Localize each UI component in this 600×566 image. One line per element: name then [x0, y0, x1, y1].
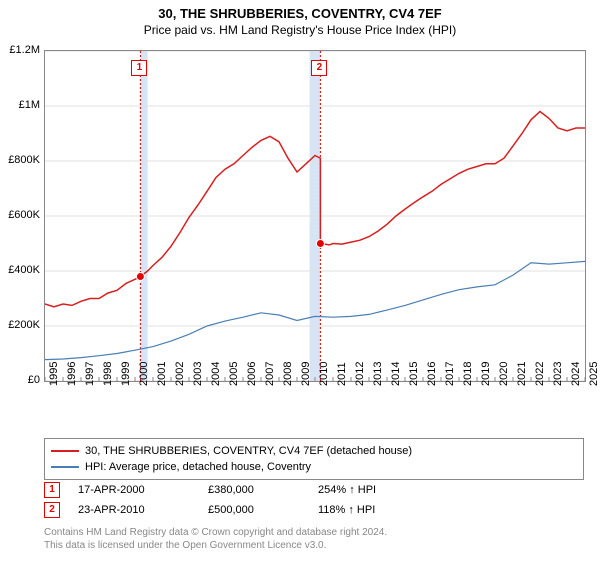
y-tick-label: £0 — [28, 374, 40, 386]
event-price: £380,000 — [208, 484, 318, 496]
x-tick-label: 2023 — [552, 362, 564, 386]
event-marker: 1 — [131, 60, 147, 76]
x-tick-label: 1998 — [102, 362, 114, 386]
x-tick-label: 2025 — [588, 362, 600, 386]
x-tick-label: 2012 — [354, 362, 366, 386]
x-tick-label: 2003 — [192, 362, 204, 386]
x-tick-label: 2014 — [390, 362, 402, 386]
x-tick-label: 2016 — [426, 362, 438, 386]
y-tick-label: £1.2M — [9, 44, 40, 56]
x-tick-label: 2006 — [246, 362, 258, 386]
plot-svg — [45, 51, 585, 381]
x-tick-label: 2001 — [156, 362, 168, 386]
event-date: 23-APR-2010 — [78, 504, 208, 516]
legend: 30, THE SHRUBBERIES, COVENTRY, CV4 7EF (… — [44, 438, 584, 480]
y-tick-label: £1M — [19, 99, 40, 111]
legend-item: HPI: Average price, detached house, Cove… — [51, 459, 577, 475]
x-tick-label: 1999 — [120, 362, 132, 386]
x-tick-label: 2019 — [480, 362, 492, 386]
x-tick-label: 1995 — [48, 362, 60, 386]
event-row: 1 17-APR-2000£380,000254% ↑ HPI — [44, 480, 584, 500]
x-tick-label: 2004 — [210, 362, 222, 386]
legend-item: 30, THE SHRUBBERIES, COVENTRY, CV4 7EF (… — [51, 443, 577, 459]
event-row: 2 23-APR-2010£500,000118% ↑ HPI — [44, 500, 584, 520]
x-tick-label: 2008 — [282, 362, 294, 386]
x-tick-label: 2005 — [228, 362, 240, 386]
x-tick-label: 2002 — [174, 362, 186, 386]
event-note: 254% ↑ HPI — [318, 484, 376, 496]
legend-label: HPI: Average price, detached house, Cove… — [85, 461, 311, 473]
x-tick-label: 2015 — [408, 362, 420, 386]
x-tick-label: 2022 — [534, 362, 546, 386]
footer-line-2: This data is licensed under the Open Gov… — [44, 539, 584, 552]
chart-container: 30, THE SHRUBBERIES, COVENTRY, CV4 7EF P… — [0, 6, 600, 566]
events-table: 1 17-APR-2000£380,000254% ↑ HPI 2 23-APR-20… — [44, 480, 584, 520]
x-tick-label: 1996 — [66, 362, 78, 386]
y-tick-label: £200K — [8, 319, 40, 331]
x-tick-label: 2020 — [498, 362, 510, 386]
x-tick-label: 2021 — [516, 362, 528, 386]
legend-swatch — [51, 466, 79, 468]
x-tick-label: 2024 — [570, 362, 582, 386]
x-tick-label: 2009 — [300, 362, 312, 386]
legend-label: 30, THE SHRUBBERIES, COVENTRY, CV4 7EF (… — [85, 445, 412, 457]
y-tick-label: £400K — [8, 264, 40, 276]
x-tick-label: 2000 — [138, 362, 150, 386]
footer-line-1: Contains HM Land Registry data © Crown c… — [44, 526, 584, 539]
x-tick-label: 2007 — [264, 362, 276, 386]
x-tick-label: 1997 — [84, 362, 96, 386]
chart-title: 30, THE SHRUBBERIES, COVENTRY, CV4 7EF — [0, 6, 600, 21]
x-tick-label: 2011 — [336, 362, 348, 386]
x-tick-label: 2018 — [462, 362, 474, 386]
y-tick-label: £600K — [8, 209, 40, 221]
event-number: 1 — [44, 482, 60, 498]
y-tick-label: £800K — [8, 154, 40, 166]
event-number: 2 — [44, 502, 60, 518]
x-tick-label: 2017 — [444, 362, 456, 386]
footer-text: Contains HM Land Registry data © Crown c… — [44, 526, 584, 552]
x-tick-label: 2013 — [372, 362, 384, 386]
event-note: 118% ↑ HPI — [318, 504, 375, 516]
legend-swatch — [51, 450, 79, 452]
x-tick-label: 2010 — [318, 362, 330, 386]
plot-area — [44, 50, 586, 382]
event-marker: 2 — [311, 60, 327, 76]
chart-subtitle: Price paid vs. HM Land Registry's House … — [0, 23, 600, 37]
event-price: £500,000 — [208, 504, 318, 516]
event-date: 17-APR-2000 — [78, 484, 208, 496]
